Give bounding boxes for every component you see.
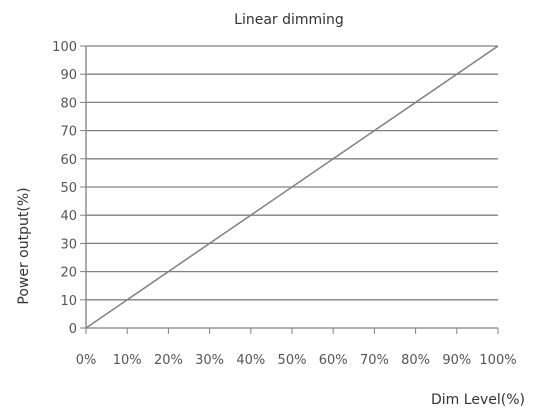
y-tick-label: 30 — [60, 237, 77, 252]
y-tick-label: 20 — [60, 266, 77, 281]
series-line — [85, 45, 499, 329]
y-tick-label: 70 — [60, 125, 77, 140]
series-layer — [85, 45, 499, 329]
y-tick-label: 10 — [60, 294, 77, 309]
x-tick-label: 80% — [401, 353, 430, 368]
y-tick-label: 40 — [60, 209, 77, 224]
x-tick-label: 30% — [195, 353, 224, 368]
x-tick-label: 100% — [479, 353, 516, 368]
y-tick-label: 60 — [60, 153, 77, 168]
chart-title: Linear dimming — [234, 12, 344, 28]
y-tick-label: 0 — [69, 322, 77, 337]
y-tick-label: 50 — [60, 181, 77, 196]
x-tick-label: 70% — [360, 353, 389, 368]
y-tick-label: 100 — [52, 40, 77, 55]
y-axis-label: Power output(%) — [16, 187, 32, 304]
grid-layer — [86, 45, 498, 301]
x-tick-label: 10% — [113, 353, 142, 368]
y-tick-label: 80 — [60, 96, 77, 111]
x-tick-label: 40% — [236, 353, 265, 368]
x-tick-label: 90% — [442, 353, 471, 368]
x-axis-label: Dim Level(%) — [431, 392, 525, 408]
x-tick-label: 0% — [76, 353, 97, 368]
x-tick-label: 50% — [278, 353, 307, 368]
tick-label-layer: 0 10 20 30 40 50 60 70 80 90 100 0% 10% 20% 30% 40% 50% 6… — [52, 40, 516, 368]
axis-layer — [80, 45, 499, 334]
y-tick-label: 90 — [60, 68, 77, 83]
x-tick-label: 20% — [154, 353, 183, 368]
x-tick-label: 60% — [319, 353, 348, 368]
